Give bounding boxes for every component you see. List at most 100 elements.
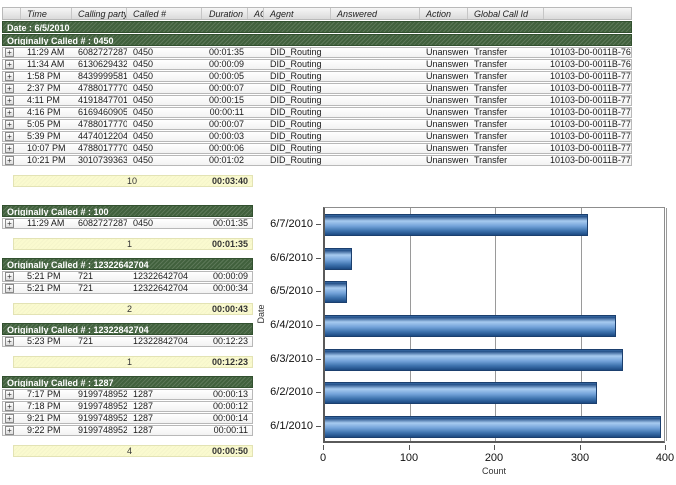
date-group-header: Date : 6/5/2010: [2, 21, 632, 33]
cell-time: 10:07 PM: [27, 144, 66, 153]
table-row: +4:16 PM 6169460905 0450 00:00:11 DID_Routin…: [2, 107, 632, 118]
group-summary-row: 1 00:01:35: [13, 238, 253, 250]
column-header-time: Time: [21, 8, 72, 19]
cell-called-number: 0450: [133, 120, 154, 129]
column-header-called-: Called #: [127, 8, 202, 19]
x-tick-label: 100: [399, 452, 419, 464]
cell-time: 9:21 PM: [27, 414, 61, 423]
x-tick-mark: [665, 445, 666, 450]
expand-icon[interactable]: +: [5, 96, 14, 105]
expand-column-header: [3, 8, 21, 19]
group-header: Originally Called # : 12322642704: [2, 258, 253, 270]
expand-icon[interactable]: +: [5, 72, 14, 81]
x-tick-mark: [580, 445, 581, 450]
cell-duration: 00:00:34: [212, 284, 248, 293]
chart-bar-6-7-2010: [325, 214, 588, 236]
expand-icon[interactable]: +: [5, 120, 14, 129]
table-row: +11:34 AM 6130629432 0450 00:00:09 DID_Routi…: [2, 59, 632, 70]
cell-answered: Unanswered: [426, 144, 468, 153]
y-tick-mark: [316, 392, 321, 393]
expand-icon[interactable]: +: [5, 219, 14, 228]
cell-time: 5:21 PM: [27, 284, 61, 293]
y-tick-label: 6/1/2010: [270, 420, 313, 432]
cell-calling-party: 9199748952: [78, 390, 127, 399]
cell-time: 11:29 AM: [27, 48, 65, 57]
cell-called-number: 1287: [133, 414, 154, 423]
group-call-count: 10: [127, 176, 138, 186]
cell-calling-party: 6082727287: [78, 48, 127, 57]
cell-action: Transfer: [474, 48, 508, 57]
expand-icon[interactable]: +: [5, 48, 14, 57]
y-tick-label: 6/7/2010: [270, 218, 313, 230]
expand-icon[interactable]: +: [5, 390, 14, 399]
cell-global-call-id: 10103-D0-0011B-774: [550, 120, 631, 129]
expand-icon[interactable]: +: [5, 284, 14, 293]
table-row: +9:21 PM 9199748952 1287 00:00:14: [2, 413, 253, 424]
cell-duration: 00:01:35: [208, 48, 244, 57]
column-header-duration: Duration: [202, 8, 248, 19]
cell-acd-name: DID_Routing: [270, 144, 322, 153]
group-summary-row: 4 00:00:50: [13, 445, 253, 457]
expand-icon[interactable]: +: [5, 402, 14, 411]
cell-called-number: 0450: [133, 219, 154, 228]
cell-acd-name: DID_Routing: [270, 60, 322, 69]
cell-action: Transfer: [474, 120, 508, 129]
expand-icon[interactable]: +: [5, 337, 14, 346]
x-tick-label: 300: [570, 452, 590, 464]
cell-global-call-id: 10103-D0-0011B-77E: [550, 144, 631, 153]
cell-called-number: 1287: [133, 390, 154, 399]
expand-icon[interactable]: +: [5, 426, 14, 435]
table-row: +5:23 PM 721 12322842704 00:12:23: [2, 336, 253, 347]
cell-calling-party: 9199748952: [78, 414, 127, 423]
call-group: Originally Called # : 1287 +7:17 PM 919974…: [2, 376, 253, 457]
column-header-answered: Answered: [331, 8, 420, 19]
column-header-action: Action: [420, 8, 468, 19]
table-row: +10:07 PM 4788017770 0450 00:00:06 DID_Routi…: [2, 143, 632, 154]
cell-called-number: 12322642704: [133, 272, 189, 281]
cell-duration: 00:00:11: [213, 426, 248, 435]
y-tick-label: 6/6/2010: [270, 252, 313, 264]
cell-global-call-id: 10103-D0-0011B-771: [550, 84, 631, 93]
cell-called-number: 0450: [133, 48, 154, 57]
column-header-agent: Agent: [264, 8, 331, 19]
group-call-count: 1: [127, 239, 133, 249]
cell-acd-name: DID_Routing: [270, 96, 322, 105]
cell-time: 4:16 PM: [27, 108, 61, 117]
cell-duration: 00:00:03: [208, 132, 244, 141]
expand-icon[interactable]: +: [5, 272, 14, 281]
table-row: +5:21 PM 721 12322642704 00:00:09: [2, 271, 253, 282]
cell-time: 11:29 AM: [27, 219, 65, 228]
y-tick-label: 6/5/2010: [270, 285, 313, 297]
call-group: Originally Called # : 12322642704 +5:21 P…: [2, 258, 253, 315]
cell-time: 5:23 PM: [27, 337, 61, 346]
cell-duration: 00:00:12: [212, 402, 248, 411]
group-call-count: 4: [127, 446, 133, 456]
y-tick-mark: [316, 291, 321, 292]
cell-calling-party: 3010739363: [78, 156, 127, 165]
expand-icon[interactable]: +: [5, 108, 14, 117]
cell-answered: Unanswered: [426, 48, 468, 57]
cell-answered: Unanswered: [426, 132, 468, 141]
group-call-count: 2: [127, 304, 133, 314]
expand-icon[interactable]: +: [5, 144, 14, 153]
cell-action: Transfer: [474, 96, 508, 105]
cell-duration: 00:00:14: [212, 414, 248, 423]
expand-icon[interactable]: +: [5, 84, 14, 93]
chart-bar-6-2-2010: [325, 382, 597, 404]
expand-icon[interactable]: +: [5, 60, 14, 69]
cell-called-number: 0450: [133, 60, 154, 69]
expand-icon[interactable]: +: [5, 156, 14, 165]
expand-icon[interactable]: +: [5, 132, 14, 141]
cell-duration: 00:01:02: [208, 156, 244, 165]
cell-global-call-id: 10103-D0-0011B-773: [550, 108, 631, 117]
cell-action: Transfer: [474, 72, 508, 81]
cell-time: 11:34 AM: [27, 60, 65, 69]
cell-called-number: 12322842704: [133, 337, 189, 346]
cell-duration: 00:00:13: [212, 390, 248, 399]
chart-bar-6-1-2010: [325, 416, 661, 438]
cell-time: 9:22 PM: [27, 426, 61, 435]
cell-duration: 00:01:35: [212, 219, 248, 228]
cell-calling-party: 6130629432: [78, 60, 127, 69]
expand-icon[interactable]: +: [5, 414, 14, 423]
cell-acd-name: DID_Routing: [270, 84, 322, 93]
